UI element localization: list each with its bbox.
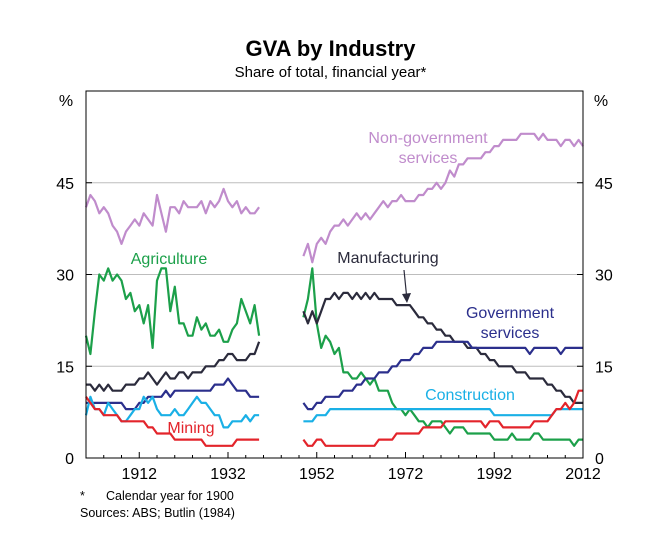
series-line-mining-2 — [302, 389, 583, 447]
series-line-manufacturing-1 — [86, 341, 261, 392]
x-tick-label-1992: 1992 — [476, 466, 512, 483]
axes: 0 0 15 15 30 30 45 45% % 1912 1932 1952 1972 1992 2012 — [56, 93, 613, 483]
chart-subtitle: Share of total, financial year* — [234, 64, 427, 81]
y-tick-label-left-45: 45 — [56, 176, 74, 193]
y-tick-label-left-15: 15 — [56, 359, 74, 376]
series-labels: Non-government services Agriculture Manufac… — [131, 130, 555, 437]
series-line-government-services-2 — [302, 340, 583, 411]
x-tick-label-1912: 1912 — [121, 466, 157, 483]
series-lines — [84, 132, 584, 447]
y-tick-label-right-0: 0 — [595, 451, 604, 468]
series-line-agriculture-1 — [84, 267, 261, 356]
series-line-non-government-services-2 — [302, 132, 584, 264]
sources-note: Sources: ABS; Butlin (1984) — [80, 506, 235, 520]
series-label-government-services-line-1: Government — [466, 305, 555, 322]
series-label-government-services-line-2: services — [481, 325, 540, 342]
y-tick-label-left-0: 0 — [65, 451, 74, 468]
y-unit-right: % — [594, 93, 608, 110]
series-line-manufacturing-2 — [302, 291, 583, 404]
series-line-government-services-1 — [86, 377, 260, 411]
x-tick-label-1932: 1932 — [210, 466, 246, 483]
y-tick-label-right-30: 30 — [595, 268, 613, 285]
y-unit-left: % — [59, 93, 73, 110]
y-tick-label-right-15: 15 — [595, 359, 613, 376]
x-tick-label-1972: 1972 — [388, 466, 424, 483]
series-label-agriculture: Agriculture — [131, 251, 208, 268]
series-line-non-government-services-1 — [84, 187, 260, 245]
series-label-non-government-services-line-2: services — [399, 150, 458, 167]
footnote: Calendar year for 1900 — [106, 489, 234, 503]
x-tick-label-2012: 2012 — [565, 466, 601, 483]
series-label-non-government-services-line-1: Non-government — [368, 130, 488, 147]
y-tick-label-left-30: 30 — [56, 268, 74, 285]
series-label-construction: Construction — [425, 387, 515, 404]
series-line-mining-1 — [85, 396, 260, 447]
series-line-construction-1 — [84, 395, 260, 429]
series-line-construction-2 — [303, 408, 583, 423]
series-line-agriculture-2 — [302, 267, 583, 447]
y-tick-label-right-45: 45 — [595, 176, 613, 193]
series-label-mining: Mining — [167, 420, 214, 437]
plot-frame — [85, 90, 584, 459]
series-label-manufacturing: Manufacturing — [337, 250, 438, 267]
chart-title: GVA by Industry — [245, 36, 416, 61]
x-tick-label-1952: 1952 — [299, 466, 335, 483]
footnote-mark: * — [80, 489, 85, 503]
chart-notes: * Calendar year for 1900 Sources: ABS; B… — [80, 488, 235, 522]
manufacturing-callout-arrowhead — [402, 293, 411, 303]
